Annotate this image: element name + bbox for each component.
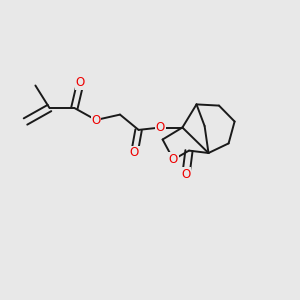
Text: O: O [182,167,190,181]
Text: O: O [92,113,100,127]
Text: O: O [76,76,85,89]
Text: O: O [130,146,139,160]
Text: O: O [169,153,178,166]
Text: O: O [156,121,165,134]
